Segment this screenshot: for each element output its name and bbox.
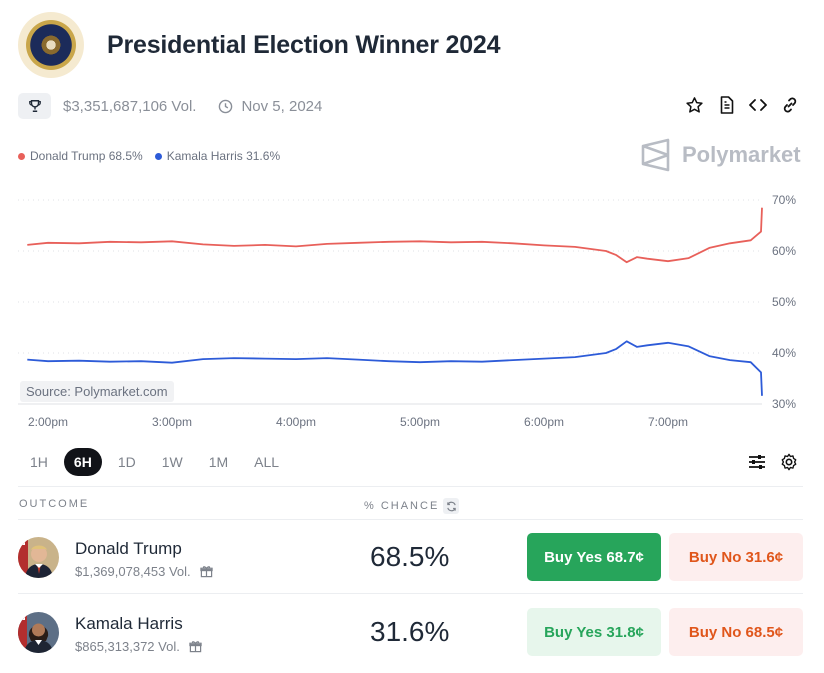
gear-icon[interactable] [780, 453, 798, 471]
outcome-chance: 68.5% [370, 541, 450, 572]
embed-code-icon[interactable] [748, 95, 768, 115]
x-tick-label: 4:00pm [276, 415, 316, 429]
clock-icon [218, 99, 233, 114]
range-1w[interactable]: 1W [161, 454, 183, 470]
outcome-name: Kamala Harris [75, 614, 183, 633]
chance-column-header: % CHANCE [364, 498, 460, 514]
page-title: Presidential Election Winner 2024 [107, 30, 501, 59]
polymarket-watermark: Polymarket [640, 138, 801, 172]
y-tick-label: 60% [772, 244, 796, 258]
series-line-trump [27, 207, 763, 264]
range-6h[interactable]: 6H [63, 448, 102, 476]
refresh-icon[interactable] [443, 498, 460, 514]
market-meta: $3,351,687,106 Vol. Nov 5, 2024 [18, 93, 322, 119]
y-tick-label: 30% [772, 397, 796, 411]
legend-item-harris: Kamala Harris 31.6% [154, 149, 281, 163]
sliders-icon[interactable] [748, 453, 766, 471]
chance-column-label: % CHANCE [364, 500, 440, 512]
gift-icon[interactable] [189, 640, 202, 653]
legend-label: Kamala Harris 31.6% [166, 149, 281, 163]
legend-dot [18, 152, 25, 160]
price-chart[interactable]: 70% 60% 50% 40% 30% 2:00pm 3:00pm 4:00pm 5:00pm 6… [0, 180, 824, 440]
buy-yes-button[interactable]: Buy Yes 68.7¢ [527, 533, 661, 581]
range-1m[interactable]: 1M [208, 454, 229, 470]
series-line-harris [27, 340, 763, 396]
y-tick-label: 50% [772, 295, 796, 309]
x-tick-label: 2:00pm [28, 415, 68, 429]
range-1h[interactable]: 1H [30, 454, 48, 470]
outcome-volume: $1,369,078,453 Vol. [75, 564, 213, 579]
gift-icon[interactable] [199, 565, 213, 578]
buy-no-button[interactable]: Buy No 68.5¢ [669, 608, 803, 656]
avatar [18, 537, 59, 578]
legend-dot [154, 152, 162, 160]
range-1d[interactable]: 1D [117, 454, 136, 470]
outcome-row-trump: Donald Trump $1,369,078,453 Vol. 68.5% B… [18, 520, 803, 594]
trophy-icon[interactable] [18, 93, 51, 119]
chart-tools [748, 453, 798, 471]
outcome-volume-value: $1,369,078,453 Vol. [75, 564, 191, 579]
brand-name: Polymarket [682, 142, 801, 167]
buy-no-button[interactable]: Buy No 31.6¢ [669, 533, 803, 581]
chart-legend: Donald Trump 68.5% Kamala Harris 31.6% [18, 149, 280, 163]
polymarket-logo-icon [641, 138, 670, 172]
end-date: Nov 5, 2024 [241, 97, 323, 115]
outcome-name: Donald Trump [75, 539, 182, 558]
star-icon[interactable] [684, 95, 704, 115]
market-header: Presidential Election Winner 2024 [18, 12, 501, 78]
avatar [18, 612, 59, 653]
total-volume: $3,351,687,106 Vol. [63, 97, 197, 115]
legend-label: Donald Trump 68.5% [30, 149, 143, 163]
buy-yes-button[interactable]: Buy Yes 31.8¢ [527, 608, 661, 656]
outcome-row-harris: Kamala Harris $865,313,372 Vol. 31.6% Bu… [18, 595, 803, 669]
y-tick-label: 70% [772, 193, 796, 207]
action-bar [684, 95, 800, 115]
outcome-volume-value: $865,313,372 Vol. [75, 639, 180, 654]
legend-item-trump: Donald Trump 68.5% [18, 149, 143, 163]
link-icon[interactable] [780, 95, 800, 115]
chart-source-label: Source: Polymarket.com [20, 381, 174, 402]
range-all[interactable]: ALL [254, 454, 280, 470]
outcome-volume: $865,313,372 Vol. [75, 639, 202, 654]
outcome-column-header: OUTCOME [19, 498, 90, 510]
time-range-selector: 1H 6H 1D 1W 1M ALL [20, 448, 289, 476]
presidential-seal-icon [18, 12, 84, 78]
outcome-table-header: OUTCOME % CHANCE [18, 486, 803, 520]
x-tick-label: 5:00pm [400, 415, 440, 429]
x-tick-label: 7:00pm [648, 415, 688, 429]
document-icon[interactable] [716, 95, 736, 115]
y-tick-label: 40% [772, 346, 796, 360]
x-tick-label: 6:00pm [524, 415, 564, 429]
outcome-chance: 31.6% [370, 616, 450, 647]
x-tick-label: 3:00pm [152, 415, 192, 429]
